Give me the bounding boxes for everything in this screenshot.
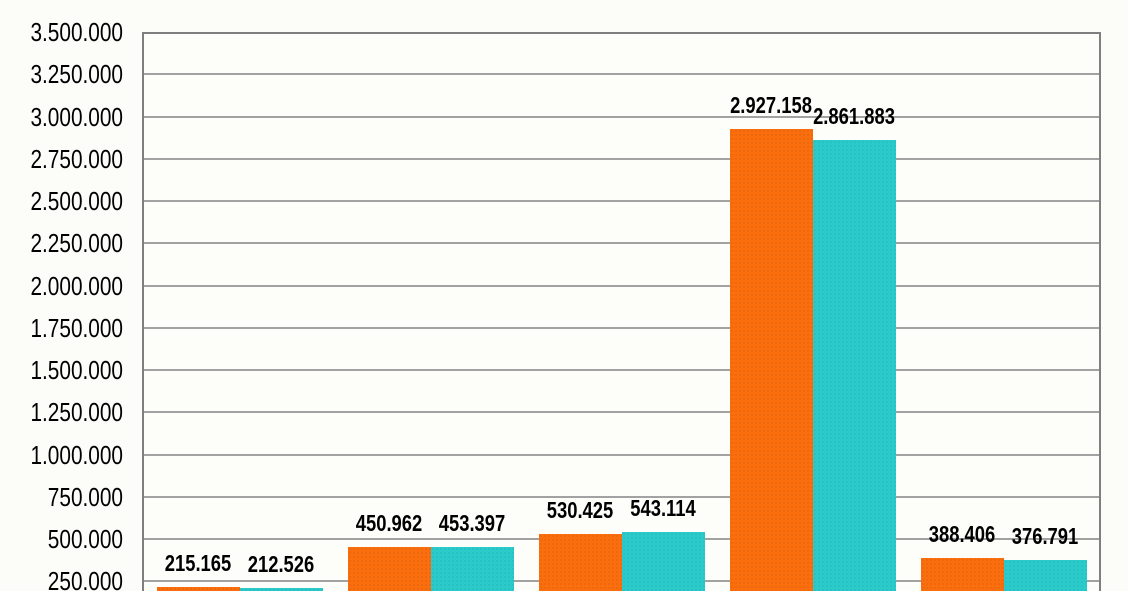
gridline [144,284,1099,287]
bar-series2-group4 [812,139,896,591]
bar-value-label: 450.962 [355,510,423,537]
bar-series2-group5 [1003,559,1087,591]
bar-value-label: 2.861.883 [813,102,895,129]
bar-series1-group4 [729,128,813,591]
y-axis-tick-label: 250.000 [47,566,123,591]
bar-value-label: 530.425 [546,496,614,523]
y-axis-tick-label: 1.750.000 [30,312,124,343]
gridline [144,200,1099,203]
bar-value-label: 215.165 [164,550,232,577]
gridline [144,242,1099,245]
bar-series1-group1 [156,587,240,591]
plot-area: 215.165 212.526 450.962 453.397 530.425 543.1… [142,32,1101,591]
bar-series2-group1 [239,587,323,591]
y-axis-tick-label: 3.250.000 [30,59,124,90]
y-axis-tick-label: 1.000.000 [30,439,124,470]
bar-value-label: 453.397 [438,509,506,536]
gridline [144,115,1099,118]
y-axis-tick-label: 3.000.000 [30,101,124,132]
y-axis-tick-label: 500.000 [47,524,123,555]
gridline [144,157,1099,160]
bar-value-label: 543.114 [630,494,696,521]
y-axis-tick-label: 2.000.000 [30,270,124,301]
bar-series2-group3 [621,531,705,591]
gridline [144,411,1099,414]
gridline [144,453,1099,456]
bar-series1-group2 [347,547,431,591]
y-axis-tick-label: 2.500.000 [30,186,124,217]
bar-series2-group2 [430,546,514,591]
bar-value-label: 2.927.158 [730,91,812,118]
gridline [144,326,1099,329]
gridline [144,369,1099,372]
y-axis-tick-label: 750.000 [47,481,123,512]
bar-value-label: 388.406 [928,520,996,547]
gridline [144,73,1099,76]
bar-value-label: 376.791 [1011,522,1079,549]
y-axis-tick-label: 3.500.000 [30,17,124,47]
y-axis-tick-label: 2.750.000 [30,143,124,174]
bar-value-label: 212.526 [247,550,315,577]
bar-series1-group3 [538,533,622,591]
y-axis-tick-label: 2.250.000 [30,228,124,259]
bar-series1-group5 [920,557,1004,591]
y-axis-tick-label: 1.500.000 [30,355,124,386]
gridline [144,495,1099,498]
y-axis-tick-label: 1.250.000 [30,397,124,428]
y-axis: 3.500.000 3.250.000 3.000.000 2.750.000 2.50… [0,0,123,591]
